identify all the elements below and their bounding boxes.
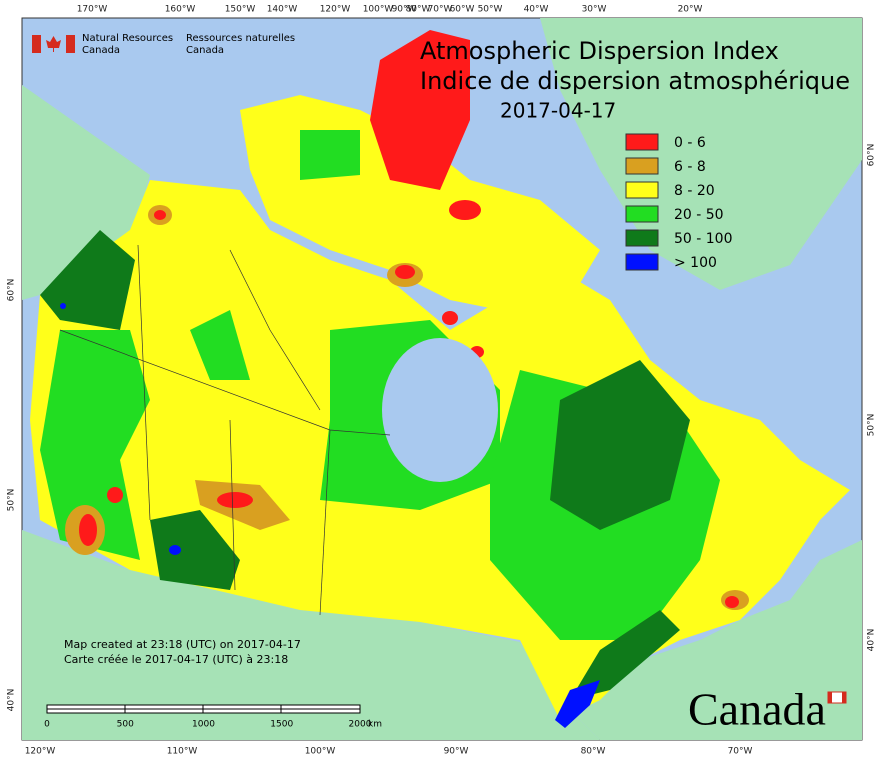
zone-20-50-bc <box>40 330 150 560</box>
surrounding-land <box>22 18 862 740</box>
zone-0-6-baffin-2 <box>449 200 481 220</box>
zone-20-50-arctic <box>300 130 360 180</box>
graticule-label: 100°W <box>363 5 394 15</box>
zone-0-6-baffin-3 <box>442 311 458 325</box>
graticule-label: 80°W <box>581 747 606 757</box>
boundary <box>229 249 321 411</box>
wordmark: Canada <box>688 684 826 735</box>
graticule-label: 40°N <box>867 629 877 652</box>
graticule-label: 70°W <box>728 747 753 757</box>
agency-text: Natural Resources <box>82 33 173 44</box>
scale-label: 1000 <box>192 720 215 730</box>
zone-0-6-ellesmere <box>370 30 470 190</box>
note: Map created at 23:18 (UTC) on 2017-04-17 <box>64 638 301 651</box>
legend-label: > 100 <box>674 255 717 271</box>
zone-over-100-alberta <box>169 545 181 555</box>
graticule-label: 50°N <box>867 414 877 437</box>
graticule-label: 60°N <box>7 279 17 302</box>
wordmark-flag-bar <box>842 692 846 703</box>
graticule-label: 140°W <box>267 5 298 15</box>
zone-0-6-bc <box>79 514 97 546</box>
title: Indice de dispersion atmosphérique <box>420 67 850 95</box>
zone-0-6-bc-2 <box>107 487 123 503</box>
legend-label: 0 - 6 <box>674 135 706 151</box>
graticule-label: 40°W <box>524 5 549 15</box>
legend-swatch <box>625 181 659 199</box>
hudson-bay <box>382 338 498 482</box>
boundary <box>137 244 151 521</box>
flag-bar <box>66 35 75 53</box>
zone-50-100-alberta <box>150 510 240 590</box>
boundaries <box>59 244 391 616</box>
scale-unit: km <box>368 720 382 730</box>
graticule-label: 50°W <box>478 5 503 15</box>
title: Atmospheric Dispersion Index <box>420 37 779 65</box>
scale-bar: km <box>46 704 382 730</box>
flag-leaf <box>46 36 61 52</box>
zone-20-50-nwt <box>190 310 250 380</box>
graticule-label: 110°W <box>167 747 198 757</box>
date: 2017-04-17 <box>500 99 616 123</box>
boundary <box>59 329 391 436</box>
united-states <box>22 530 600 740</box>
note: Carte créée le 2017-04-17 (UTC) à 23:18 <box>64 653 288 666</box>
zone-0-6-north <box>154 210 166 220</box>
zone-over-100-ontario <box>555 680 600 728</box>
agency-text: Canada <box>186 45 224 56</box>
scale-label: 2000 <box>349 720 372 730</box>
zone-0-6-maritimes <box>725 596 739 608</box>
graticule-label: 100°W <box>305 747 336 757</box>
legend-swatch <box>625 229 659 247</box>
legend-swatch <box>625 157 659 175</box>
legend-label: 8 - 20 <box>674 183 715 199</box>
agency-block: Natural Resources Canada Ressources natu… <box>32 33 295 56</box>
legend-label: 20 - 50 <box>674 207 724 223</box>
scale-segment <box>280 708 361 714</box>
legend-swatch <box>625 205 659 223</box>
legend-label: 6 - 8 <box>674 159 706 175</box>
graticule-label: 70°W <box>428 5 453 15</box>
agency-text: Ressources naturelles <box>186 33 295 44</box>
scale-label: 500 <box>117 720 134 730</box>
scale-label: 1500 <box>270 720 293 730</box>
boundary <box>229 419 236 591</box>
scale-segment <box>124 708 204 714</box>
graticule-label: 120°W <box>320 5 351 15</box>
graticule-label: 30°W <box>582 5 607 15</box>
zone-50-100-stlawrence <box>570 610 680 700</box>
graticule-label: 150°W <box>225 5 256 15</box>
graticule-label: 120°W <box>25 747 56 757</box>
united-states-east <box>560 540 862 740</box>
alaska <box>22 85 150 300</box>
legend-swatch <box>625 253 659 271</box>
graticule-label: 20°W <box>678 5 703 15</box>
graticule-label: 40°N <box>7 689 17 712</box>
graticule-label: 90°W <box>392 5 417 15</box>
graticule-label: 60°W <box>450 5 475 15</box>
scale-segment <box>46 704 126 710</box>
wordmark-block: Canada <box>688 684 847 735</box>
zone-0-6-prairies <box>217 492 253 508</box>
wordmark-flag-bar <box>828 692 832 703</box>
zone-over-100-yukon <box>60 303 66 309</box>
legend-swatch <box>625 133 659 151</box>
boundary <box>319 429 331 616</box>
greenland <box>540 18 862 290</box>
graticule-label: 160°W <box>165 5 196 15</box>
graticule-label: 50°N <box>7 489 17 512</box>
zone-50-100-quebec <box>550 360 690 530</box>
zone-0-6-baffin <box>395 265 415 279</box>
agency-text: Canada <box>82 45 120 56</box>
graticule-label: 60°N <box>867 144 877 167</box>
graticule-label: 170°W <box>77 5 108 15</box>
scale-label: 0 <box>44 720 50 730</box>
graticule-label: 90°W <box>444 747 469 757</box>
graticule-label: 80°W <box>406 5 431 15</box>
scale-segment <box>202 704 282 710</box>
legend-label: 50 - 100 <box>674 231 733 247</box>
flag-bar <box>32 35 41 53</box>
